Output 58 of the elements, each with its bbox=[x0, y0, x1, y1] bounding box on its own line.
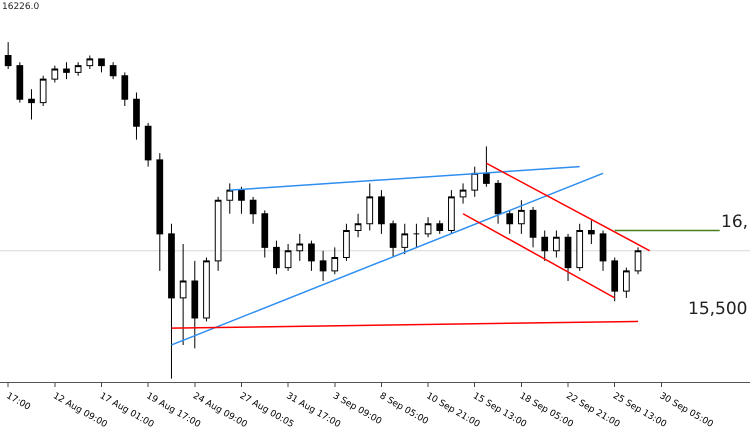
candlestick bbox=[63, 62, 70, 80]
candlestick bbox=[110, 62, 116, 80]
candlestick bbox=[424, 216, 432, 238]
candlestick bbox=[471, 166, 478, 198]
candlestick bbox=[320, 250, 326, 282]
candlestick bbox=[530, 206, 536, 248]
annotation: 15,500 bbox=[688, 299, 748, 319]
candlestick bbox=[354, 213, 362, 238]
candlestick bbox=[366, 182, 374, 232]
candlestick bbox=[541, 230, 548, 262]
candlestick bbox=[261, 210, 268, 258]
text: 16226.0 bbox=[2, 2, 40, 12]
candlestick bbox=[16, 62, 24, 104]
candlestick bbox=[74, 62, 82, 76]
candlestick bbox=[483, 146, 490, 188]
candlestick bbox=[600, 230, 606, 272]
candlestick bbox=[436, 220, 444, 234]
candlestick bbox=[494, 180, 502, 224]
candlestick bbox=[296, 233, 304, 262]
annotation: 16, bbox=[721, 212, 748, 232]
candlestick bbox=[331, 246, 338, 275]
candlestick bbox=[378, 190, 385, 234]
candlestick bbox=[214, 196, 222, 272]
candlestick bbox=[413, 223, 420, 248]
candlestick bbox=[28, 88, 35, 120]
candlestick bbox=[308, 240, 315, 272]
candlestick bbox=[121, 72, 128, 107]
candlestick bbox=[156, 152, 164, 272]
candlestick bbox=[506, 210, 514, 234]
candlestick bbox=[390, 220, 396, 258]
candlestick bbox=[226, 182, 234, 214]
candlestick bbox=[401, 223, 408, 255]
candlestick bbox=[576, 223, 584, 272]
candlestick bbox=[564, 233, 572, 282]
candlestick bbox=[144, 122, 152, 168]
candlestick bbox=[191, 260, 198, 349]
candlestick bbox=[448, 190, 455, 234]
candlestick bbox=[553, 230, 560, 258]
candlestick bbox=[168, 223, 175, 380]
candlestick bbox=[284, 244, 292, 272]
candlestick bbox=[40, 75, 47, 107]
candlestick bbox=[180, 244, 186, 346]
candlestick bbox=[133, 92, 140, 140]
candlestick bbox=[4, 42, 12, 70]
candlestick bbox=[86, 55, 94, 70]
candlestick bbox=[250, 196, 256, 224]
candlestick bbox=[51, 65, 58, 83]
candlestick bbox=[623, 267, 630, 298]
candlestick bbox=[611, 256, 618, 302]
candlestick bbox=[460, 182, 466, 204]
candlestick bbox=[518, 200, 525, 234]
candlestick bbox=[634, 246, 642, 275]
candlestick bbox=[343, 223, 350, 262]
candlestick bbox=[588, 220, 595, 245]
candlestick bbox=[238, 186, 245, 214]
candlestick bbox=[273, 240, 280, 275]
candlestick bbox=[98, 58, 105, 73]
candlestick bbox=[203, 256, 210, 322]
